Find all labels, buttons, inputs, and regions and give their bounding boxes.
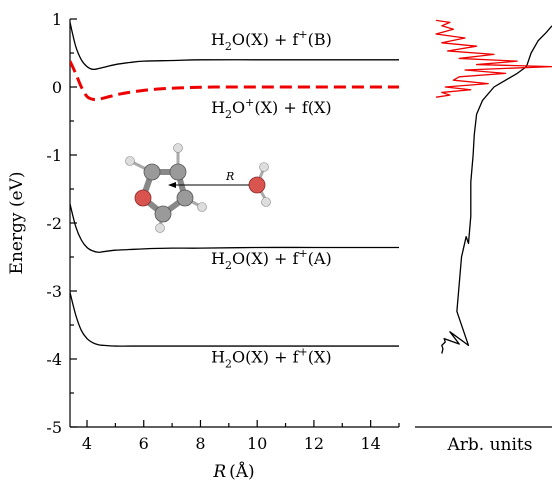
y-tick-label: -2: [46, 214, 62, 233]
x-tick-label: 10: [247, 434, 267, 453]
y-axis-label: Energy (eV): [7, 171, 27, 274]
water-molecule: [248, 162, 271, 207]
x-tick-label: 4: [82, 434, 92, 453]
oxygen-atom: [134, 189, 152, 207]
x-axis-unit: (Å): [229, 461, 255, 482]
y-tick-label: -1: [46, 146, 62, 165]
spectrum-curves: [435, 19, 552, 354]
x-tick-label: 14: [360, 434, 380, 453]
y-tick-label: 0: [52, 78, 62, 97]
inset-distance-label: R: [225, 170, 234, 183]
molecule-inset: R: [125, 143, 271, 233]
furan-ring: [125, 143, 207, 233]
black-spectrum: [441, 25, 552, 354]
x-tick-label: 12: [304, 434, 324, 453]
spectrum-panel: Arb. units: [415, 19, 552, 455]
y-tick-label: -4: [46, 350, 62, 369]
potential-curve: [70, 203, 399, 253]
state-label: H2O+(X) + f(X): [211, 96, 332, 121]
potential-curve: [70, 292, 399, 347]
red-spectrum: [435, 19, 552, 98]
potential-curve: [70, 60, 399, 102]
y-tick-label: -3: [46, 282, 62, 301]
spectrum-x-label: Arb. units: [447, 435, 533, 455]
main-curves: [70, 22, 399, 347]
x-axis-label: R (Å): [212, 461, 254, 482]
y-tick-label: 1: [52, 10, 62, 29]
state-labels: H2O(X) + f+(B) H2O+(X) + f(X) H2O(X) + f+(…: [211, 28, 332, 371]
state-label: H2O(X) + f+(X): [211, 345, 332, 370]
state-label: H2O(X) + f+(B): [211, 28, 332, 53]
state-label: H2O(X) + f+(A): [211, 247, 332, 272]
x-axis-var: R: [212, 462, 226, 482]
y-tick-label: -5: [46, 418, 62, 437]
main-axes: 10-1-2-3-4-5 4 6 8 10 12 14: [46, 10, 400, 453]
x-tick-label: 6: [139, 434, 149, 453]
x-tick-label: 8: [195, 434, 205, 453]
potential-curve: [70, 22, 399, 71]
